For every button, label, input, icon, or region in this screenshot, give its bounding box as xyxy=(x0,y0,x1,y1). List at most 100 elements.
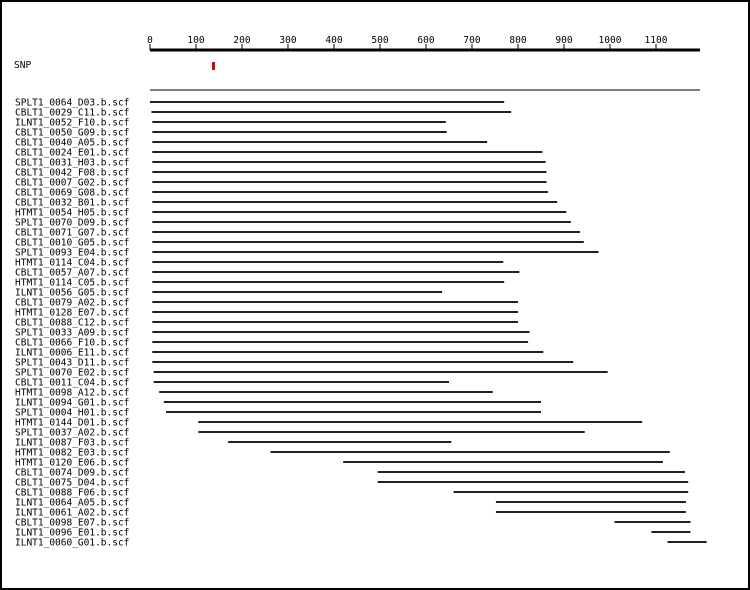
read-row[interactable]: CBLT1_0032_B01.b.scf xyxy=(15,198,558,209)
ruler-tick-label: 300 xyxy=(279,35,296,46)
read-name[interactable]: CBLT1_0040_A05.b.scf xyxy=(15,138,129,149)
read-row[interactable]: ILNT1_0064_A05.b.scf xyxy=(15,498,686,509)
read-name[interactable]: CBLT1_0098_E07.b.scf xyxy=(15,518,129,529)
read-name[interactable]: SPLT1_0064_D03.b.scf xyxy=(15,98,129,109)
read-name[interactable]: CBLT1_0079_A02.b.scf xyxy=(15,298,129,309)
read-row[interactable]: CBLT1_0007_G02.b.scf xyxy=(15,178,547,189)
ruler-tick-label: 900 xyxy=(555,35,572,46)
read-name[interactable]: CBLT1_0069_G08.b.scf xyxy=(15,188,129,199)
read-name[interactable]: HTMT1_0120_E06.b.scf xyxy=(15,458,129,469)
read-row[interactable]: CBLT1_0040_A05.b.scf xyxy=(15,138,488,149)
read-name[interactable]: SPLT1_0070_D09.b.scf xyxy=(15,218,129,229)
read-row[interactable]: CBLT1_0024_E01.b.scf xyxy=(15,148,543,159)
read-name[interactable]: CBLT1_0050_G09.b.scf xyxy=(15,128,129,139)
read-row[interactable]: SPLT1_0070_D09.b.scf xyxy=(15,218,571,229)
read-name[interactable]: CBLT1_0088_C12.b.scf xyxy=(15,318,129,329)
read-name[interactable]: ILNT1_0060_G01.b.scf xyxy=(15,538,129,549)
read-row[interactable]: CBLT1_0011_C04.b.scf xyxy=(15,378,449,389)
read-name[interactable]: CBLT1_0042_F08.b.scf xyxy=(15,168,129,179)
read-row[interactable]: SPLT1_0037_A02.b.scf xyxy=(15,428,585,439)
read-name[interactable]: HTMT1_0054_H05.b.scf xyxy=(15,208,129,219)
read-row[interactable]: SPLT1_0070_E02.b.scf xyxy=(15,368,608,379)
read-row[interactable]: ILNT1_0094_G01.b.scf xyxy=(15,398,541,409)
read-row[interactable]: ILNT1_0087_F03.b.scf xyxy=(15,438,452,449)
read-row[interactable]: ILNT1_0056_G05.b.scf xyxy=(15,288,443,299)
read-name[interactable]: HTMT1_0128_E07.b.scf xyxy=(15,308,129,319)
read-name[interactable]: CBLT1_0011_C04.b.scf xyxy=(15,378,129,389)
read-name[interactable]: CBLT1_0024_E01.b.scf xyxy=(15,148,129,159)
read-name[interactable]: HTMT1_0114_C05.b.scf xyxy=(15,278,129,289)
read-name[interactable]: CBLT1_0057_A07.b.scf xyxy=(15,268,129,279)
read-row[interactable]: SPLT1_0033_A09.b.scf xyxy=(15,328,530,339)
read-name[interactable]: CBLT1_0029_C11.b.scf xyxy=(15,108,129,119)
read-row[interactable]: SPLT1_0093_E04.b.scf xyxy=(15,248,599,259)
read-row[interactable]: CBLT1_0057_A07.b.scf xyxy=(15,268,520,279)
read-row[interactable]: HTMT1_0054_H05.b.scf xyxy=(15,208,567,219)
read-name[interactable]: SPLT1_0033_A09.b.scf xyxy=(15,328,129,339)
read-name[interactable]: ILNT1_0096_E01.b.scf xyxy=(15,528,129,539)
read-row[interactable]: HTMT1_0114_C04.b.scf xyxy=(15,258,504,269)
ruler-tick-label: 1100 xyxy=(645,35,668,46)
read-name[interactable]: CBLT1_0032_B01.b.scf xyxy=(15,198,129,209)
read-row[interactable]: CBLT1_0088_F06.b.scf xyxy=(15,488,689,499)
read-row[interactable]: HTMT1_0128_E07.b.scf xyxy=(15,308,518,319)
read-name[interactable]: ILNT1_0052_F10.b.scf xyxy=(15,118,129,129)
read-name[interactable]: ILNT1_0087_F03.b.scf xyxy=(15,438,129,449)
read-row[interactable]: CBLT1_0079_A02.b.scf xyxy=(15,298,518,309)
read-name[interactable]: CBLT1_0007_G02.b.scf xyxy=(15,178,129,189)
read-row[interactable]: SPLT1_0004_H01.b.scf xyxy=(15,408,541,419)
read-row[interactable]: CBLT1_0031_H03.b.scf xyxy=(15,158,546,169)
read-row[interactable]: HTMT1_0120_E06.b.scf xyxy=(15,458,663,469)
read-name[interactable]: SPLT1_0037_A02.b.scf xyxy=(15,428,129,439)
read-row[interactable]: ILNT1_0006_E11.b.scf xyxy=(15,348,544,359)
read-row[interactable]: CBLT1_0050_G09.b.scf xyxy=(15,128,447,139)
read-row[interactable]: CBLT1_0088_C12.b.scf xyxy=(15,318,518,329)
read-name[interactable]: HTMT1_0082_E03.b.scf xyxy=(15,448,129,459)
read-name[interactable]: HTMT1_0144_D01.b.scf xyxy=(15,418,129,429)
read-name[interactable]: ILNT1_0064_A05.b.scf xyxy=(15,498,129,509)
read-name[interactable]: SPLT1_0093_E04.b.scf xyxy=(15,248,129,259)
read-row[interactable]: CBLT1_0069_G08.b.scf xyxy=(15,188,548,199)
read-name[interactable]: CBLT1_0071_G07.b.scf xyxy=(15,228,129,239)
snp-marker[interactable] xyxy=(211,62,215,70)
ruler-tick-label: 500 xyxy=(371,35,388,46)
read-row[interactable]: CBLT1_0098_E07.b.scf xyxy=(15,518,691,529)
ruler-tick-label: 400 xyxy=(325,35,342,46)
read-row[interactable]: SPLT1_0064_D03.b.scf xyxy=(15,98,505,109)
read-row[interactable]: ILNT1_0096_E01.b.scf xyxy=(15,528,691,539)
read-row[interactable]: HTMT1_0098_A12.b.scf xyxy=(15,388,493,399)
read-row[interactable]: CBLT1_0071_G07.b.scf xyxy=(15,228,581,239)
ruler-tick-label: 1000 xyxy=(599,35,622,46)
read-row[interactable]: CBLT1_0066_F10.b.scf xyxy=(15,338,529,349)
read-name[interactable]: CBLT1_0074_D09.b.scf xyxy=(15,468,129,479)
read-name[interactable]: CBLT1_0010_G05.b.scf xyxy=(15,238,129,249)
read-row[interactable]: HTMT1_0082_E03.b.scf xyxy=(15,448,670,459)
snp-track: SNP xyxy=(14,60,215,71)
read-name[interactable]: ILNT1_0056_G05.b.scf xyxy=(15,288,129,299)
read-name[interactable]: SPLT1_0004_H01.b.scf xyxy=(15,408,129,419)
read-row[interactable]: CBLT1_0042_F08.b.scf xyxy=(15,168,547,179)
read-name[interactable]: ILNT1_0061_A02.b.scf xyxy=(15,508,129,519)
read-name[interactable]: ILNT1_0006_E11.b.scf xyxy=(15,348,129,359)
read-name[interactable]: HTMT1_0098_A12.b.scf xyxy=(15,388,129,399)
read-name[interactable]: CBLT1_0031_H03.b.scf xyxy=(15,158,129,169)
read-name[interactable]: CBLT1_0066_F10.b.scf xyxy=(15,338,129,349)
read-row[interactable]: ILNT1_0060_G01.b.scf xyxy=(15,538,707,549)
read-name[interactable]: SPLT1_0070_E02.b.scf xyxy=(15,368,129,379)
read-row[interactable]: ILNT1_0061_A02.b.scf xyxy=(15,508,686,519)
read-row[interactable]: CBLT1_0074_D09.b.scf xyxy=(15,468,685,479)
read-name[interactable]: CBLT1_0088_F06.b.scf xyxy=(15,488,129,499)
read-row[interactable]: HTMT1_0114_C05.b.scf xyxy=(15,278,505,289)
read-row[interactable]: SPLT1_0043_D11.b.scf xyxy=(15,358,574,369)
read-row[interactable]: CBLT1_0075_D04.b.scf xyxy=(15,478,689,489)
read-name[interactable]: ILNT1_0094_G01.b.scf xyxy=(15,398,129,409)
read-name[interactable]: HTMT1_0114_C04.b.scf xyxy=(15,258,129,269)
read-row[interactable]: ILNT1_0052_F10.b.scf xyxy=(15,118,446,129)
read-name[interactable]: SPLT1_0043_D11.b.scf xyxy=(15,358,129,369)
read-row[interactable]: HTMT1_0144_D01.b.scf xyxy=(15,418,643,429)
read-row[interactable]: CBLT1_0029_C11.b.scf xyxy=(15,108,512,119)
read-row[interactable]: CBLT1_0010_G05.b.scf xyxy=(15,238,584,249)
read-name[interactable]: CBLT1_0075_D04.b.scf xyxy=(15,478,129,489)
